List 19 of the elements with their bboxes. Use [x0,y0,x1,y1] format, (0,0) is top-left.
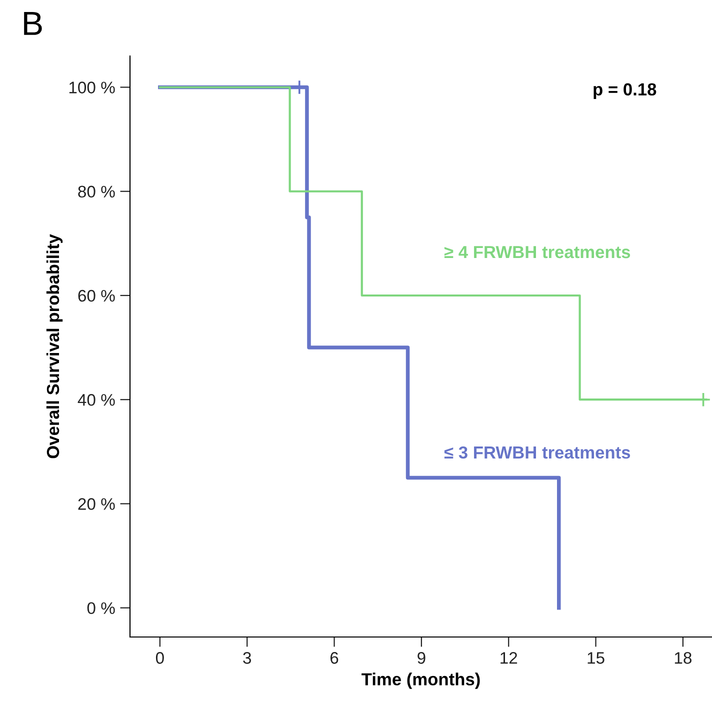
y-tick-label: 60 % [78,290,115,302]
y-tick-label: 80 % [78,186,115,198]
y-tick-label: 20 % [78,498,115,510]
x-tick-label: 0 [156,652,164,664]
x-tick-label: 12 [500,652,518,664]
annotation: p = 0.18 [594,83,656,99]
x-tick-label: 18 [674,652,692,664]
series-label: ≤ 3 FRWBH treatments [444,446,630,459]
x-tick-label: 3 [243,652,251,664]
x-tick-label: 9 [418,652,426,664]
x-tick-label: 6 [330,652,338,664]
y-tick-label: 100 % [69,82,115,94]
x-axis-title: Time (months) [362,672,480,689]
y-tick-label: 0 % [87,602,115,614]
chart-title: B [24,12,42,35]
y-axis-title: Overall Survival probability [46,234,63,458]
y-tick-label: 40 % [78,394,115,406]
text: ≥ 4 FRWBH treatments [444,246,630,258]
x-tick-label: 15 [588,652,604,664]
